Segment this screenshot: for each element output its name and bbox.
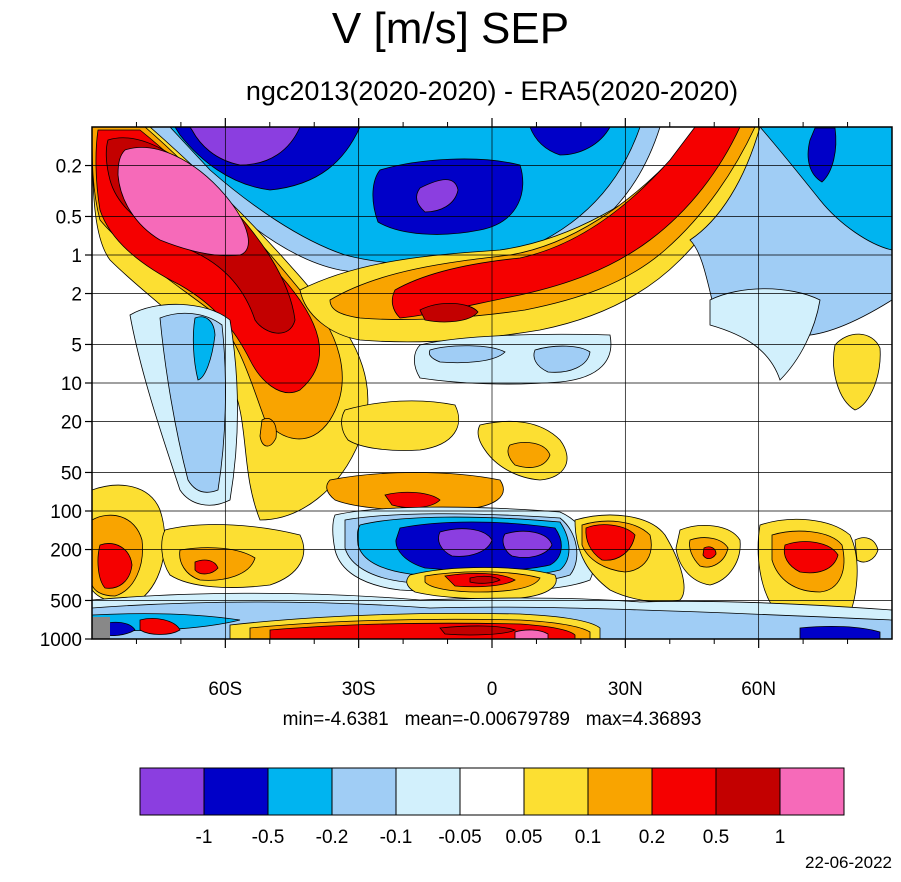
y-tick-label: 1 (71, 246, 82, 267)
y-tick-label: 50 (61, 463, 82, 484)
colorbar-box (587, 767, 653, 816)
colorbar-box (523, 767, 589, 816)
stats-mean: mean=-0.00679789 (404, 709, 570, 730)
region-neg-north-dark (807, 127, 837, 183)
x-tick-label: 30N (608, 679, 643, 700)
stats-line: min=-4.6381 mean=-0.00679789 max=4.36893 (92, 708, 892, 732)
colorbar-label: 0.1 (575, 827, 601, 848)
y-tick-label: 2 (71, 285, 82, 306)
region-pos-trop-north-red (585, 524, 636, 561)
colorbar-labels: -1 -0.5 -0.2 -0.1 -0.05 0.05 0.1 0.2 0.5 1 (196, 827, 786, 848)
colorbar-label: -0.1 (380, 827, 413, 848)
colorbar-box (779, 767, 845, 816)
colorbar-box (139, 767, 205, 816)
region-pos-south-pink (117, 147, 249, 256)
y-tick-label: 100 (50, 502, 82, 523)
stats-max: max=4.36893 (585, 709, 702, 730)
colorbar-label: -0.2 (316, 827, 349, 848)
colorbar-label: 0.05 (506, 827, 543, 848)
colorbar-boxes (139, 767, 845, 816)
region-missing-topography (92, 617, 110, 639)
colorbar-box (203, 767, 269, 816)
x-tick-label: 0 (487, 679, 498, 700)
region-pos-lowstrat-red (384, 491, 441, 509)
colorbar-label: 1 (775, 827, 786, 848)
region-pos-south-low-orange (259, 418, 277, 447)
region-pos-surface-pink (514, 629, 549, 639)
y-tick-label: 500 (50, 591, 82, 612)
region-pos-surface-red-south (139, 618, 181, 635)
chart-subtitle: ngc2013(2020-2020) - ERA5(2020-2020) (245, 76, 739, 106)
colorbar-box (459, 767, 525, 816)
x-tick-label: 60S (208, 679, 242, 700)
region-pos-lowstrat-yellow-1 (341, 400, 460, 451)
region-neg-equator-violet (416, 179, 459, 213)
y-tick-label: 5 (71, 335, 82, 356)
region-neg-upper-midlat-dark (529, 127, 611, 156)
chart-title: V [m/s] SEP (331, 4, 570, 53)
grid-lines (92, 127, 892, 639)
stats-min: min=-4.6381 (282, 709, 389, 730)
region-pos-surface-darkred (439, 625, 517, 636)
region-pos-trop-south-red-2 (194, 559, 219, 575)
y-tick-label: 20 (61, 413, 82, 434)
colorbar-box (715, 767, 781, 816)
region-neg-trop-violet-2 (502, 530, 553, 558)
colorbar-box (395, 767, 461, 816)
y-tick-label: 0.2 (56, 157, 82, 178)
x-tick-label: 30S (342, 679, 376, 700)
colorbar-label: -0.5 (252, 827, 285, 848)
axes: 0.2 0.5 1 2 5 10 20 50 100 200 500 1000 60S 30S 0 30N 60… (40, 118, 849, 700)
colorbar-label: -1 (196, 827, 213, 848)
colorbar-label: -0.05 (438, 827, 481, 848)
x-tick-label: 60N (741, 679, 776, 700)
region-pos-lowstrat-orange-2 (507, 442, 551, 468)
region-neg-mid-lightblue (428, 345, 506, 364)
date-stamp: 22-06-2022 (805, 853, 892, 872)
region-neg-north-mid-pale (709, 288, 821, 381)
region-neg-north-cyan (759, 127, 892, 251)
colorbar-box (651, 767, 717, 816)
region-neg-mid-lightblue-2 (533, 345, 591, 373)
colorbar-label: 0.2 (639, 827, 665, 848)
region-neg-surface-dark-north (799, 625, 881, 639)
region-pos-north-yellow-blob (833, 333, 881, 411)
region-pos-trop-south-red (97, 543, 133, 589)
y-tick-label: 200 (50, 541, 82, 562)
y-tick-label: 1000 (40, 630, 82, 651)
colorbar-box (267, 767, 333, 816)
y-tick-label: 10 (61, 374, 82, 395)
region-neg-south-cyan (192, 316, 216, 381)
colorbar-label: 0.5 (703, 827, 729, 848)
region-pos-north-darkred (419, 303, 479, 323)
region-pos-trop-eq-darkred (469, 575, 501, 584)
colorbar-box (331, 767, 397, 816)
region-neg-upper-band-violet (189, 127, 301, 166)
y-tick-label: 0.5 (56, 207, 82, 228)
